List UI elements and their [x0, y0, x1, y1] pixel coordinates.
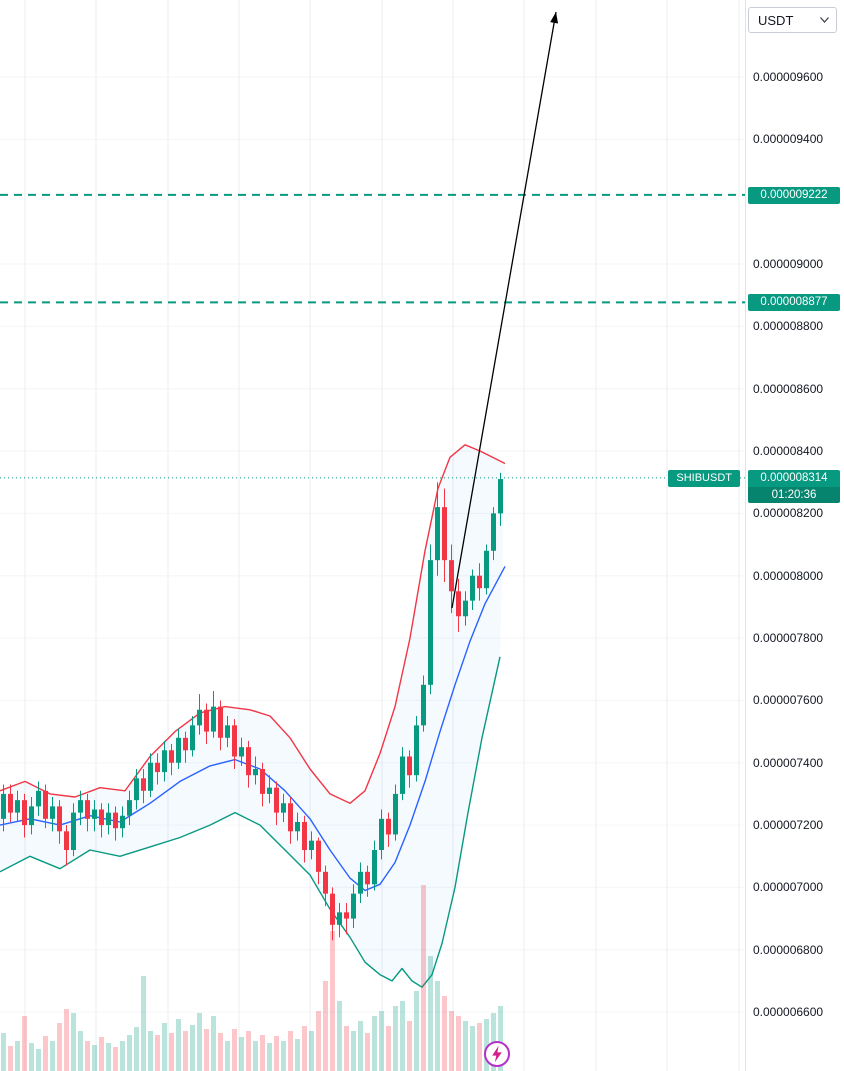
price-tick-label: 0.000007000	[753, 880, 824, 895]
price-tick-label: 0.000008600	[753, 381, 824, 396]
price-tick-label: 0.000008000	[753, 568, 824, 583]
price-tick-label: 0.000007400	[753, 755, 824, 770]
currency-label: USDT	[758, 12, 794, 28]
price-tick-label: 0.000008200	[753, 506, 824, 521]
price-tick-label: 0.000009000	[753, 257, 824, 272]
last-price-badge: 0.000008314 01:20:36	[748, 469, 840, 503]
currency-dropdown[interactable]: USDT	[748, 7, 837, 33]
price-tick-label: 0.000007600	[753, 693, 824, 708]
candlestick-chart[interactable]	[0, 0, 745, 1071]
flash-boost-icon[interactable]	[483, 1040, 511, 1068]
price-tick-label: 0.000009400	[753, 132, 824, 147]
price-tick-label: 0.000006800	[753, 942, 824, 957]
price-tick-label: 0.000006600	[753, 1005, 824, 1020]
resistance-price-badge-1: 0.000009222	[748, 186, 840, 204]
price-tick-label: 0.000007800	[753, 631, 824, 646]
last-price-value: 0.000008314	[748, 469, 840, 487]
price-tick-label: 0.000007200	[753, 818, 824, 833]
chevron-down-icon	[820, 17, 829, 23]
price-tick-label: 0.000009600	[753, 70, 824, 84]
bar-countdown: 01:20:36	[748, 486, 840, 503]
symbol-label: SHIBUSDT	[668, 469, 740, 487]
price-tick-label: 0.000008800	[753, 319, 824, 334]
price-scale[interactable]: USDT 0.000009600 0.000009400 0.000009000 0.…	[745, 0, 844, 1071]
resistance-price-badge-2: 0.000008877	[748, 294, 840, 312]
price-tick-label: 0.000008400	[753, 444, 824, 459]
